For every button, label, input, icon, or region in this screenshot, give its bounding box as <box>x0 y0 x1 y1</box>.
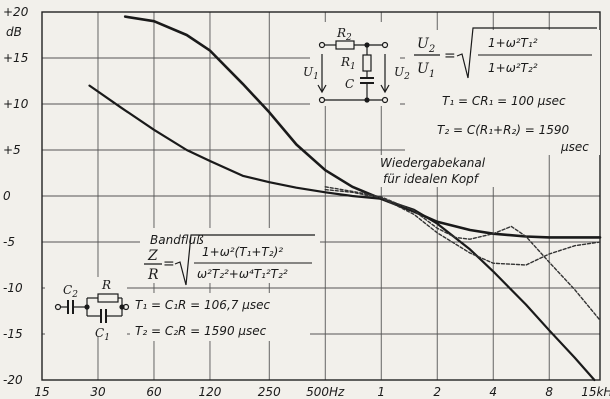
x-tick-label: 1 <box>377 385 385 399</box>
mid-rad-den: ω²T₂²+ω⁴T₁²T₂² <box>197 267 288 281</box>
mid-radical <box>174 234 315 286</box>
bottom-circuit <box>45 277 130 337</box>
x-tick-label: 8 <box>545 385 553 399</box>
top-formula-u1: U1 <box>417 61 435 80</box>
x-tick-label: 60 <box>146 385 162 399</box>
mid-formula-z: Z <box>147 248 158 264</box>
label-r2: R2 <box>336 26 352 43</box>
y-tick-label: +20 <box>3 5 29 19</box>
curve-wiedergabe-b <box>324 186 601 321</box>
bottom-circuit-labels: C2 R C1 <box>63 278 111 343</box>
top-circuit <box>310 22 400 106</box>
mid-equals: = <box>163 256 175 272</box>
wiedergabe-label: Wiedergabekanal für idealen Kopf <box>378 155 513 187</box>
y-tick-label: +5 <box>3 143 21 157</box>
plot-frame <box>41 11 601 381</box>
x-tick-label: 500Hz <box>306 385 345 399</box>
top-formula: U2 U1 = 1+ω²T₁² 1+ω²T₂² T₁ = CR₁ = 100 μ… <box>405 27 600 155</box>
top-equals: = <box>444 48 456 64</box>
x-tick-label: 15 <box>34 385 49 399</box>
tick-labels: 15 30 60 120 250 500Hz 1 2 4 8 15kHz +20 +15 +10 +5 0 -5… <box>3 5 610 399</box>
label-c2: C2 <box>63 283 78 300</box>
x-tick-label: 15kHz <box>581 385 610 399</box>
y-unit-label: dB <box>6 25 22 39</box>
y-tick-label: -10 <box>3 281 23 295</box>
label-r1: R1 <box>340 55 356 72</box>
mid-rad-num: 1+ω²(T₁+T₂)² <box>202 245 283 259</box>
t1-bottom: T₁ = C₁R = 106,7 μsec <box>135 298 270 312</box>
top-circuit-labels: R2 R1 C U1 U2 <box>303 26 410 91</box>
middle-formula: Bandfluß Z R = 1+ω²(T₁+T₂)² ω²T₂²+ω⁴T₁²T… <box>140 228 320 286</box>
t2-bottom: T₂ = C₂R = 1590 μsec <box>135 324 267 338</box>
mid-formula-r: R <box>147 267 159 283</box>
y-tick-label: 0 <box>3 189 11 203</box>
curve-bandfluss <box>88 84 596 382</box>
top-rad-num: 1+ω²T₁² <box>488 36 538 50</box>
x-tick-label: 30 <box>90 385 106 399</box>
x-tick-label: 4 <box>489 385 497 399</box>
x-tick-label: 250 <box>258 385 281 399</box>
label-u2: U2 <box>394 65 410 82</box>
terminal <box>318 41 326 49</box>
label-u1: U1 <box>303 65 319 82</box>
top-rad-den: 1+ω²T₂² <box>488 61 538 75</box>
label-r: R <box>101 278 111 292</box>
label-c: C <box>345 77 354 91</box>
y-tick-label: -15 <box>3 327 23 341</box>
label-c1: C1 <box>95 326 110 343</box>
t2-top: T₂ = C(R₁+R₂) = 1590 <box>437 123 570 137</box>
x-tick-label: 120 <box>199 385 222 399</box>
bottom-time-constants: T₁ = C₁R = 106,7 μsec T₂ = C₂R = 1590 μs… <box>130 293 310 341</box>
x-tick-label: 2 <box>433 385 441 399</box>
y-tick-label: -20 <box>3 373 23 387</box>
top-radical <box>456 27 597 79</box>
wiedergabe-line2: für idealen Kopf <box>383 172 480 186</box>
curve-wiedergabe-a <box>324 188 601 266</box>
t1-top: T₁ = CR₁ = 100 μsec <box>442 94 566 108</box>
y-tick-label: +10 <box>3 97 29 111</box>
top-formula-u2: U2 <box>417 36 435 55</box>
curve-u2-u1 <box>123 15 602 239</box>
t2-top-unit: μsec <box>560 140 589 154</box>
curves <box>88 15 602 382</box>
y-tick-label: -5 <box>3 235 15 249</box>
y-tick-label: +15 <box>3 51 28 65</box>
wiedergabe-line1: Wiedergabekanal <box>380 156 486 170</box>
